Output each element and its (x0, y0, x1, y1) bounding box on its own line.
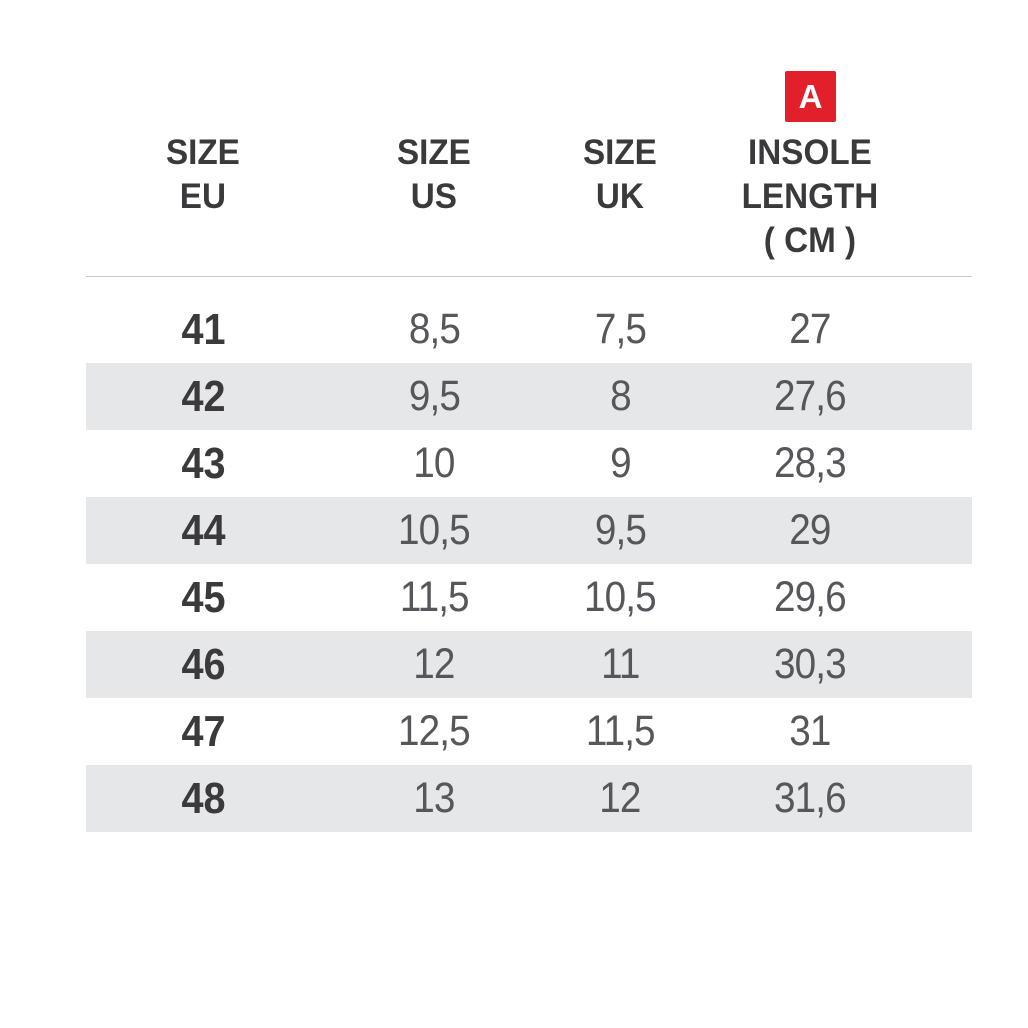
column-header-size-eu: SIZE EU (86, 131, 320, 219)
header-line: INSOLE (748, 133, 872, 172)
header-line: SIZE (397, 133, 471, 172)
cell-size-eu: 45 (180, 572, 226, 622)
table-header-row: SIZE EU SIZE US SIZE UK A INSOLE LENGTH … (86, 71, 972, 263)
column-header-size-us: SIZE US (320, 131, 548, 219)
header-line: LENGTH (741, 177, 879, 216)
cell-size-us: 9,5 (408, 372, 460, 420)
cell-size-eu: 48 (180, 773, 226, 823)
table-row: 47 12,5 11,5 31 (86, 698, 972, 765)
cell-size-us: 10 (413, 439, 455, 487)
cell-size-us: 12 (413, 640, 455, 688)
header-line: UK (595, 177, 645, 216)
size-chart: SIZE EU SIZE US SIZE UK A INSOLE LENGTH … (86, 71, 972, 832)
cell-insole-length: 31 (789, 707, 831, 755)
cell-insole-length: 29,6 (774, 573, 847, 621)
table-row: 44 10,5 9,5 29 (86, 497, 972, 564)
table-row: 42 9,5 8 27,6 (86, 363, 972, 430)
cell-size-eu: 43 (180, 438, 226, 488)
cell-size-eu: 46 (180, 639, 226, 689)
cell-size-uk: 8 (609, 372, 632, 420)
cell-size-eu: 42 (180, 371, 226, 421)
legend-a-badge: A (785, 71, 836, 122)
table-row: 45 11,5 10,5 29,6 (86, 564, 972, 631)
table-row: 41 8,5 7,5 27 (86, 296, 972, 363)
cell-size-uk: 10,5 (584, 573, 657, 621)
cell-size-uk: 9 (609, 439, 632, 487)
cell-size-eu: 44 (180, 505, 226, 555)
cell-size-us: 13 (413, 774, 455, 822)
table-row: 48 13 12 31,6 (86, 765, 972, 832)
cell-size-us: 10,5 (398, 506, 471, 554)
table-body: 41 8,5 7,5 27 42 9,5 8 27,6 43 10 9 28,3… (86, 296, 972, 832)
cell-size-us: 8,5 (408, 305, 460, 353)
table-row: 46 12 11 30,3 (86, 631, 972, 698)
cell-size-uk: 11 (600, 640, 640, 688)
cell-insole-length: 31,6 (774, 774, 847, 822)
cell-size-uk: 12 (599, 774, 641, 822)
header-line: US (410, 177, 458, 216)
column-header-insole-length: A INSOLE LENGTH ( CM ) (692, 71, 972, 263)
cell-insole-length: 29 (789, 506, 831, 554)
cell-insole-length: 30,3 (774, 640, 847, 688)
header-line: EU (179, 177, 227, 216)
table-row: 43 10 9 28,3 (86, 430, 972, 497)
cell-insole-length: 28,3 (774, 439, 847, 487)
cell-size-uk: 7,5 (594, 305, 646, 353)
cell-size-uk: 11,5 (585, 707, 656, 755)
cell-insole-length: 27 (789, 305, 831, 353)
cell-size-uk: 9,5 (594, 506, 646, 554)
header-line: ( CM ) (763, 221, 857, 260)
header-line: SIZE (166, 133, 240, 172)
cell-size-eu: 41 (180, 304, 226, 354)
cell-size-eu: 47 (180, 706, 226, 756)
header-line: SIZE (583, 133, 657, 172)
cell-size-us: 12,5 (398, 707, 471, 755)
header-divider (86, 276, 972, 277)
cell-insole-length: 27,6 (774, 372, 847, 420)
cell-size-us: 11,5 (399, 573, 470, 621)
column-header-size-uk: SIZE UK (548, 131, 692, 219)
